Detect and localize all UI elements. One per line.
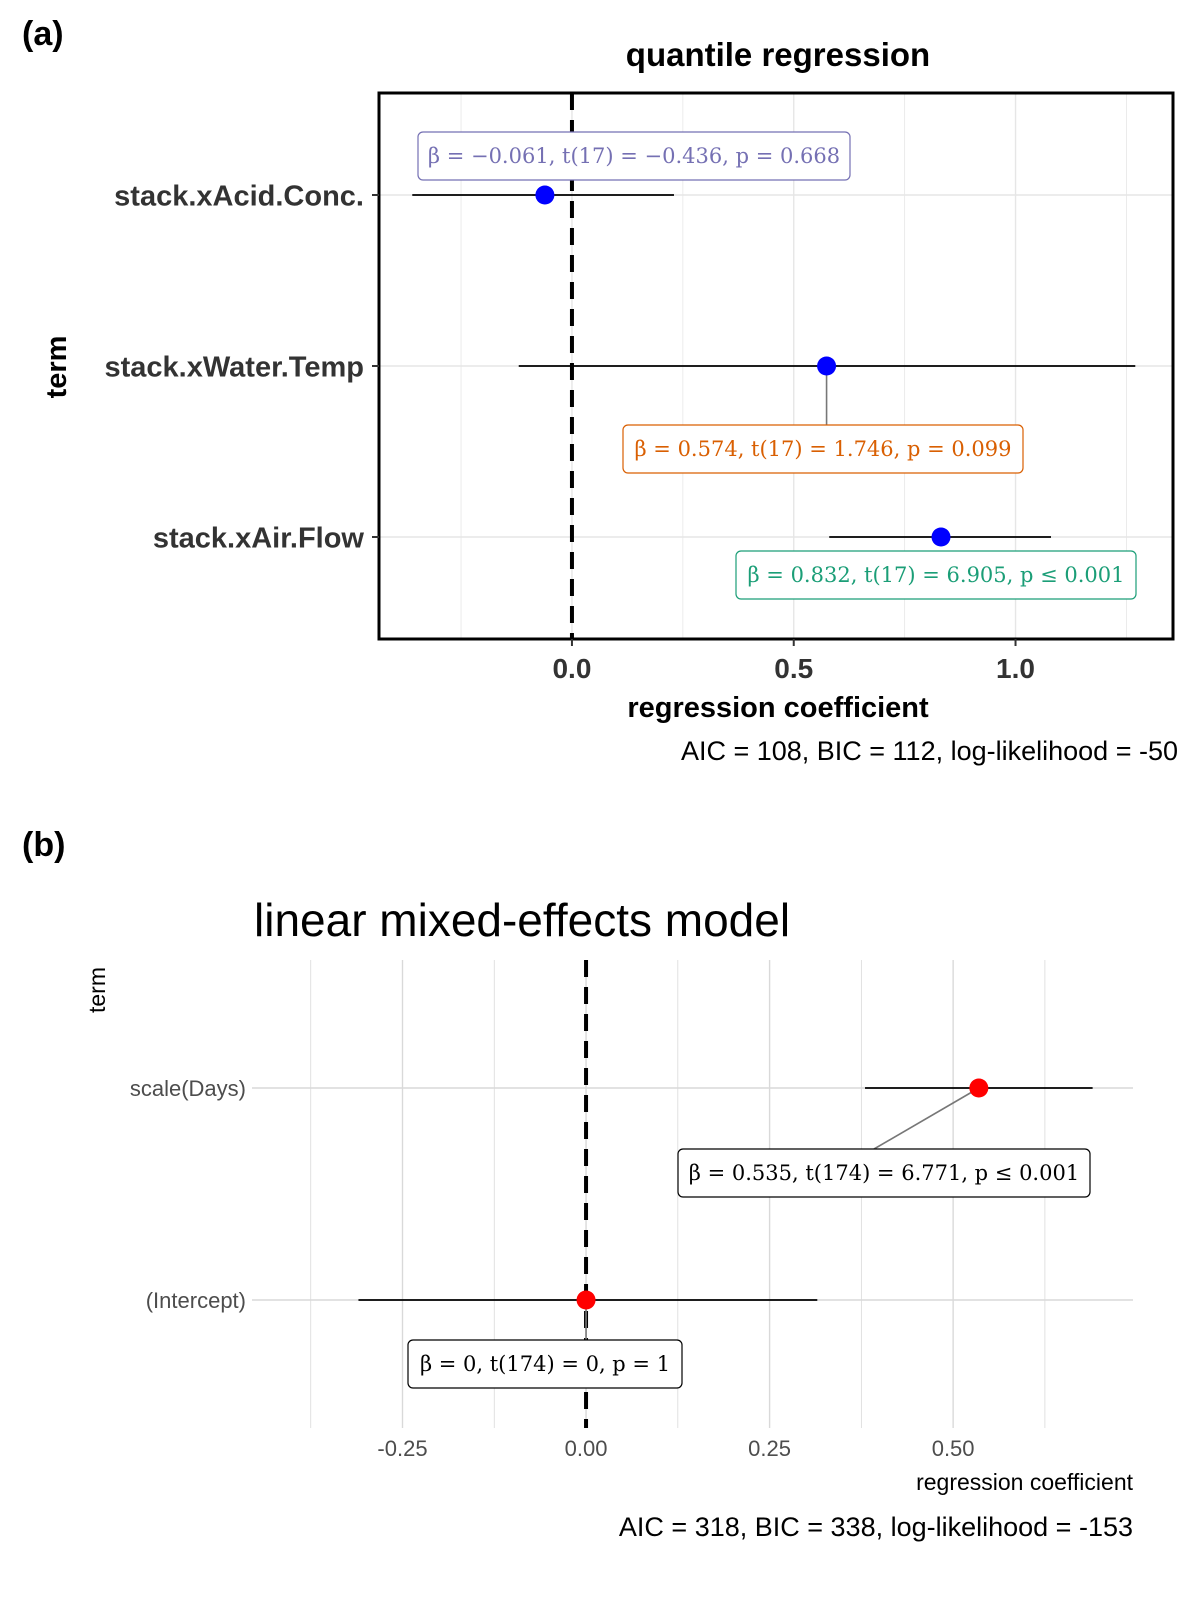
panel-b-y-ticks: scale(Days) (Intercept) bbox=[130, 1076, 246, 1313]
label-connector bbox=[873, 1087, 980, 1150]
y-tick-label: scale(Days) bbox=[130, 1076, 246, 1101]
estimate-point bbox=[931, 527, 951, 547]
panel-b-caption: AIC = 318, BIC = 338, log-likelihood = -… bbox=[619, 1512, 1133, 1542]
y-tick-label: (Intercept) bbox=[146, 1288, 246, 1313]
panel-a: (a) quantile regression β = −0.061, t(17… bbox=[22, 15, 1178, 766]
estimate-point bbox=[576, 1290, 596, 1310]
panel-b-x-ticks: -0.25 0.00 0.25 0.50 bbox=[377, 1436, 974, 1461]
estimate-label: β = 0, t(174) = 0, p = 1 bbox=[420, 1352, 670, 1376]
estimate-label-box bbox=[407, 1339, 683, 1389]
panel-a-xlabel: regression coefficient bbox=[627, 692, 929, 724]
estimate-label: β = 0.535, t(174) = 6.771, p ≤ 0.001 bbox=[689, 1161, 1079, 1185]
panel-a-y-ticks: stack.xAcid.Conc. stack.xWater.Temp stack.… bbox=[105, 180, 379, 554]
estimate-label-box bbox=[417, 131, 851, 181]
x-tick-label: 0.00 bbox=[565, 1436, 608, 1461]
estimate-label-box bbox=[735, 550, 1137, 600]
x-tick-label: -0.25 bbox=[377, 1436, 427, 1461]
y-tick-label: stack.xAir.Flow bbox=[153, 522, 365, 554]
panel-a-marks: β = −0.061, t(17) = −0.436, p = 0.668 β =… bbox=[412, 131, 1137, 600]
panel-b-marks: β = 0.535, t(174) = 6.771, p ≤ 0.001 β = … bbox=[358, 1078, 1093, 1389]
panel-a-tag: (a) bbox=[22, 15, 64, 53]
panel-b-title: linear mixed-effects model bbox=[254, 894, 790, 946]
y-tick-label: stack.xWater.Temp bbox=[105, 351, 365, 383]
panel-a-title: quantile regression bbox=[626, 36, 930, 73]
estimate-label-box bbox=[677, 1148, 1091, 1198]
panel-b-tag: (b) bbox=[22, 826, 65, 864]
panel-a-x-ticks: 0.0 0.5 1.0 bbox=[552, 639, 1035, 684]
estimate-point bbox=[969, 1078, 989, 1098]
y-tick-label: stack.xAcid.Conc. bbox=[114, 180, 364, 212]
estimate-point bbox=[535, 185, 555, 205]
panel-b-ylabel: term bbox=[84, 967, 110, 1013]
estimate-label: β = 0.832, t(17) = 6.905, p ≤ 0.001 bbox=[747, 563, 1124, 587]
panel-a-ylabel: term bbox=[41, 336, 73, 399]
x-tick-label: 0.25 bbox=[748, 1436, 791, 1461]
estimate-label: β = 0.574, t(17) = 1.746, p = 0.099 bbox=[634, 437, 1011, 461]
x-tick-label: 0.0 bbox=[552, 653, 591, 684]
estimate-point bbox=[817, 356, 837, 376]
panel-a-caption: AIC = 108, BIC = 112, log-likelihood = -… bbox=[681, 736, 1178, 766]
x-tick-label: 1.0 bbox=[996, 653, 1035, 684]
panel-b: (b) linear mixed-effects model β = 0.535… bbox=[22, 826, 1134, 1542]
x-tick-label: 0.50 bbox=[932, 1436, 975, 1461]
estimate-label-box bbox=[622, 424, 1024, 474]
estimate-label: β = −0.061, t(17) = −0.436, p = 0.668 bbox=[428, 144, 840, 168]
panel-b-xlabel: regression coefficient bbox=[916, 1469, 1134, 1495]
x-tick-label: 0.5 bbox=[774, 653, 813, 684]
